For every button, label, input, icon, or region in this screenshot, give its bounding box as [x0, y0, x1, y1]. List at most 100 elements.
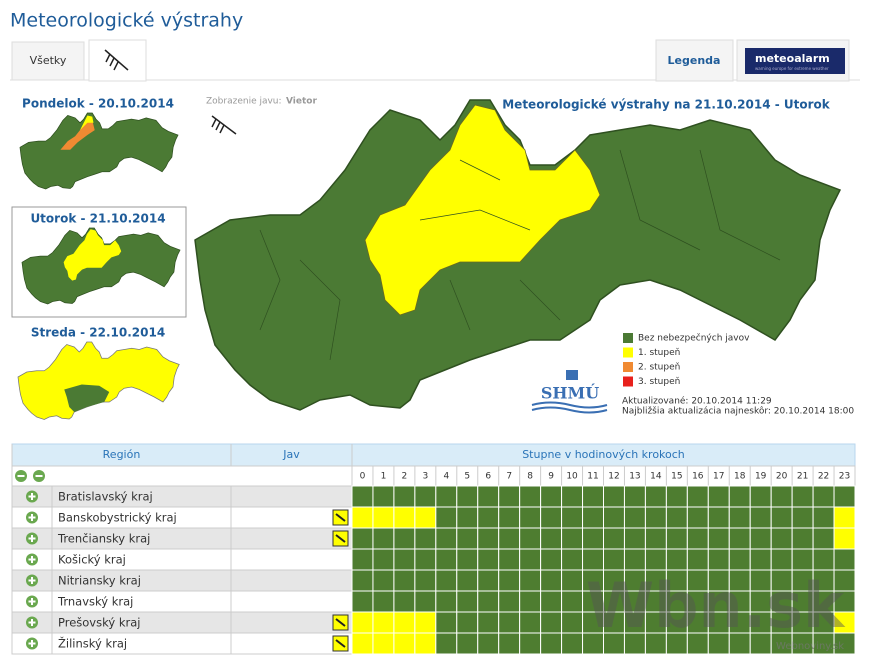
icon-bar [31, 577, 33, 584]
level-cell [770, 548, 793, 571]
map-title: Meteorologické výstrahy na 21.10.2014 - … [502, 98, 831, 112]
day-map[interactable] [19, 112, 179, 190]
level-cell [540, 569, 563, 592]
level-cell [351, 548, 374, 571]
level-cell [393, 527, 416, 550]
level-cell [561, 506, 584, 529]
level-cell [623, 527, 646, 550]
level-cell [519, 632, 542, 655]
hour-label: 4 [443, 472, 449, 482]
level-cell [498, 527, 521, 550]
level-cell [519, 548, 542, 571]
level-cell [372, 611, 395, 634]
level-cell [519, 569, 542, 592]
day-label[interactable]: Pondelok - 20.10.2014 [22, 97, 174, 111]
hour-label: 16 [692, 472, 704, 482]
phenomenon-value: Vietor [286, 97, 317, 107]
icon-bar [31, 619, 33, 626]
column-header: Stupne v hodinových krokoch [522, 448, 685, 461]
level-cell [519, 506, 542, 529]
level-cell [498, 590, 521, 613]
tab[interactable] [11, 41, 85, 81]
level-cell [540, 506, 563, 529]
hour-label: 11 [587, 472, 598, 482]
level-cell [351, 506, 374, 529]
level-cell [435, 506, 458, 529]
level-cell [582, 485, 605, 508]
hour-label: 15 [671, 472, 682, 482]
region-name[interactable]: Trnavský kraj [57, 595, 133, 609]
level-cell [372, 485, 395, 508]
day-map[interactable] [17, 341, 180, 420]
level-cell [644, 485, 667, 508]
icon-bar [31, 640, 33, 647]
level-cell [498, 632, 521, 655]
day-label[interactable]: Utorok - 21.10.2014 [30, 212, 165, 226]
level-cell [414, 548, 437, 571]
level-cell [519, 590, 542, 613]
level-cell [498, 506, 521, 529]
level-cell [393, 569, 416, 592]
region-name[interactable]: Prešovský kraj [58, 616, 140, 630]
level-cell [414, 611, 437, 634]
level-cell [414, 569, 437, 592]
level-cell [477, 611, 500, 634]
level-cell [812, 485, 835, 508]
logo: SHMÚ [541, 383, 599, 403]
next-update: Najbližšia aktualizácia najneskôr: 20.10… [622, 406, 854, 417]
legend-swatch [623, 376, 633, 387]
level-cell [582, 506, 605, 529]
level-cell [623, 506, 646, 529]
legend-swatch [623, 347, 633, 358]
level-cell [351, 632, 374, 655]
level-cell [372, 527, 395, 550]
level-cell [728, 506, 751, 529]
level-cell [791, 548, 814, 571]
level-cell [372, 632, 395, 655]
icon-arrow [335, 513, 346, 522]
level-cell [435, 485, 458, 508]
main-map[interactable] [194, 99, 841, 411]
level-cell [456, 527, 479, 550]
region-name[interactable]: Bratislavský kraj [58, 490, 153, 504]
level-cell [393, 506, 416, 529]
selected-box [11, 206, 187, 318]
region-name[interactable]: Nitriansky kraj [58, 574, 141, 588]
level-cell [561, 485, 584, 508]
icon-bar [31, 556, 33, 563]
hour-label: 12 [608, 472, 619, 482]
level-cell [414, 506, 437, 529]
legend-swatch [623, 333, 633, 343]
phenomenon-label: Zobrazenie javu: [206, 97, 282, 107]
level-cell [833, 548, 856, 571]
level-cell [456, 632, 479, 655]
region-name[interactable]: Banskobystrický kraj [58, 511, 177, 525]
level-cell [414, 485, 437, 508]
level-cell [414, 590, 437, 613]
level-cell [477, 527, 500, 550]
level-cell [582, 548, 605, 571]
tab-label[interactable]: Legenda [668, 54, 721, 67]
level-cell [456, 611, 479, 634]
level-cell [372, 548, 395, 571]
region-name[interactable]: Trenčiansky kraj [57, 532, 150, 546]
level-cell [665, 527, 688, 550]
region-name[interactable]: Košický kraj [58, 553, 126, 567]
level-cell [603, 506, 625, 529]
legend-swatch [623, 362, 633, 372]
level-cell [561, 632, 584, 655]
day-map[interactable] [21, 227, 181, 305]
tab-label[interactable]: Všetky [30, 54, 67, 67]
legend-label: 2. stupeň [638, 362, 680, 373]
level-cell [498, 548, 521, 571]
hour-label: 18 [734, 472, 746, 482]
level-cell [351, 485, 374, 508]
level-cell [623, 485, 646, 508]
icon-arrow [335, 639, 346, 648]
region-name[interactable]: Žilinský kraj [58, 636, 127, 651]
day-label[interactable]: Streda - 22.10.2014 [31, 326, 165, 340]
logo: meteoalarm [755, 52, 830, 65]
tab[interactable] [655, 39, 734, 82]
hour-label: 14 [650, 472, 662, 482]
level-cell [833, 485, 856, 508]
